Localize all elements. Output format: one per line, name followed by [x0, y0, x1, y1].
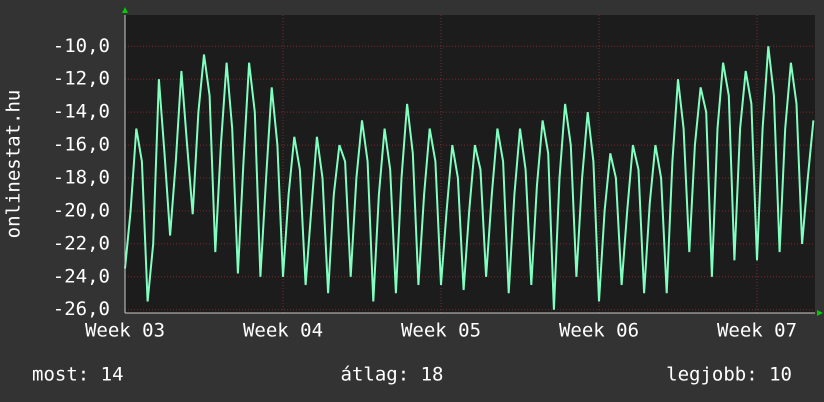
- y-arrow: [122, 7, 128, 13]
- x-tick-label: Week 04: [243, 320, 323, 342]
- y-tick-label: -12,0: [53, 68, 110, 90]
- x-arrow: [817, 310, 823, 316]
- x-tick-label: Week 05: [401, 320, 481, 342]
- y-tick-label: -24,0: [53, 265, 110, 287]
- x-tick-label: Week 06: [559, 320, 639, 342]
- y-tick-label: -22,0: [53, 232, 110, 254]
- line: [124, 46, 815, 310]
- y-tick-label: -20,0: [53, 199, 110, 221]
- plot-area: [125, 15, 815, 313]
- y-tick-label: -10,0: [53, 35, 110, 57]
- y-tick-label: -26,0: [53, 298, 110, 320]
- stat-average: átlag: 18: [341, 364, 444, 386]
- x-tick-label: Week 07: [717, 320, 797, 342]
- x-tick-label: Week 03: [85, 320, 165, 342]
- stat-current: most: 14: [32, 364, 124, 386]
- stat-best: legjobb: 10: [666, 364, 792, 386]
- y-tick-label: -18,0: [53, 166, 110, 188]
- y-tick-label: -16,0: [53, 134, 110, 156]
- y-tick-label: -14,0: [53, 101, 110, 123]
- y-axis-label: onlinestat.hu: [3, 90, 25, 239]
